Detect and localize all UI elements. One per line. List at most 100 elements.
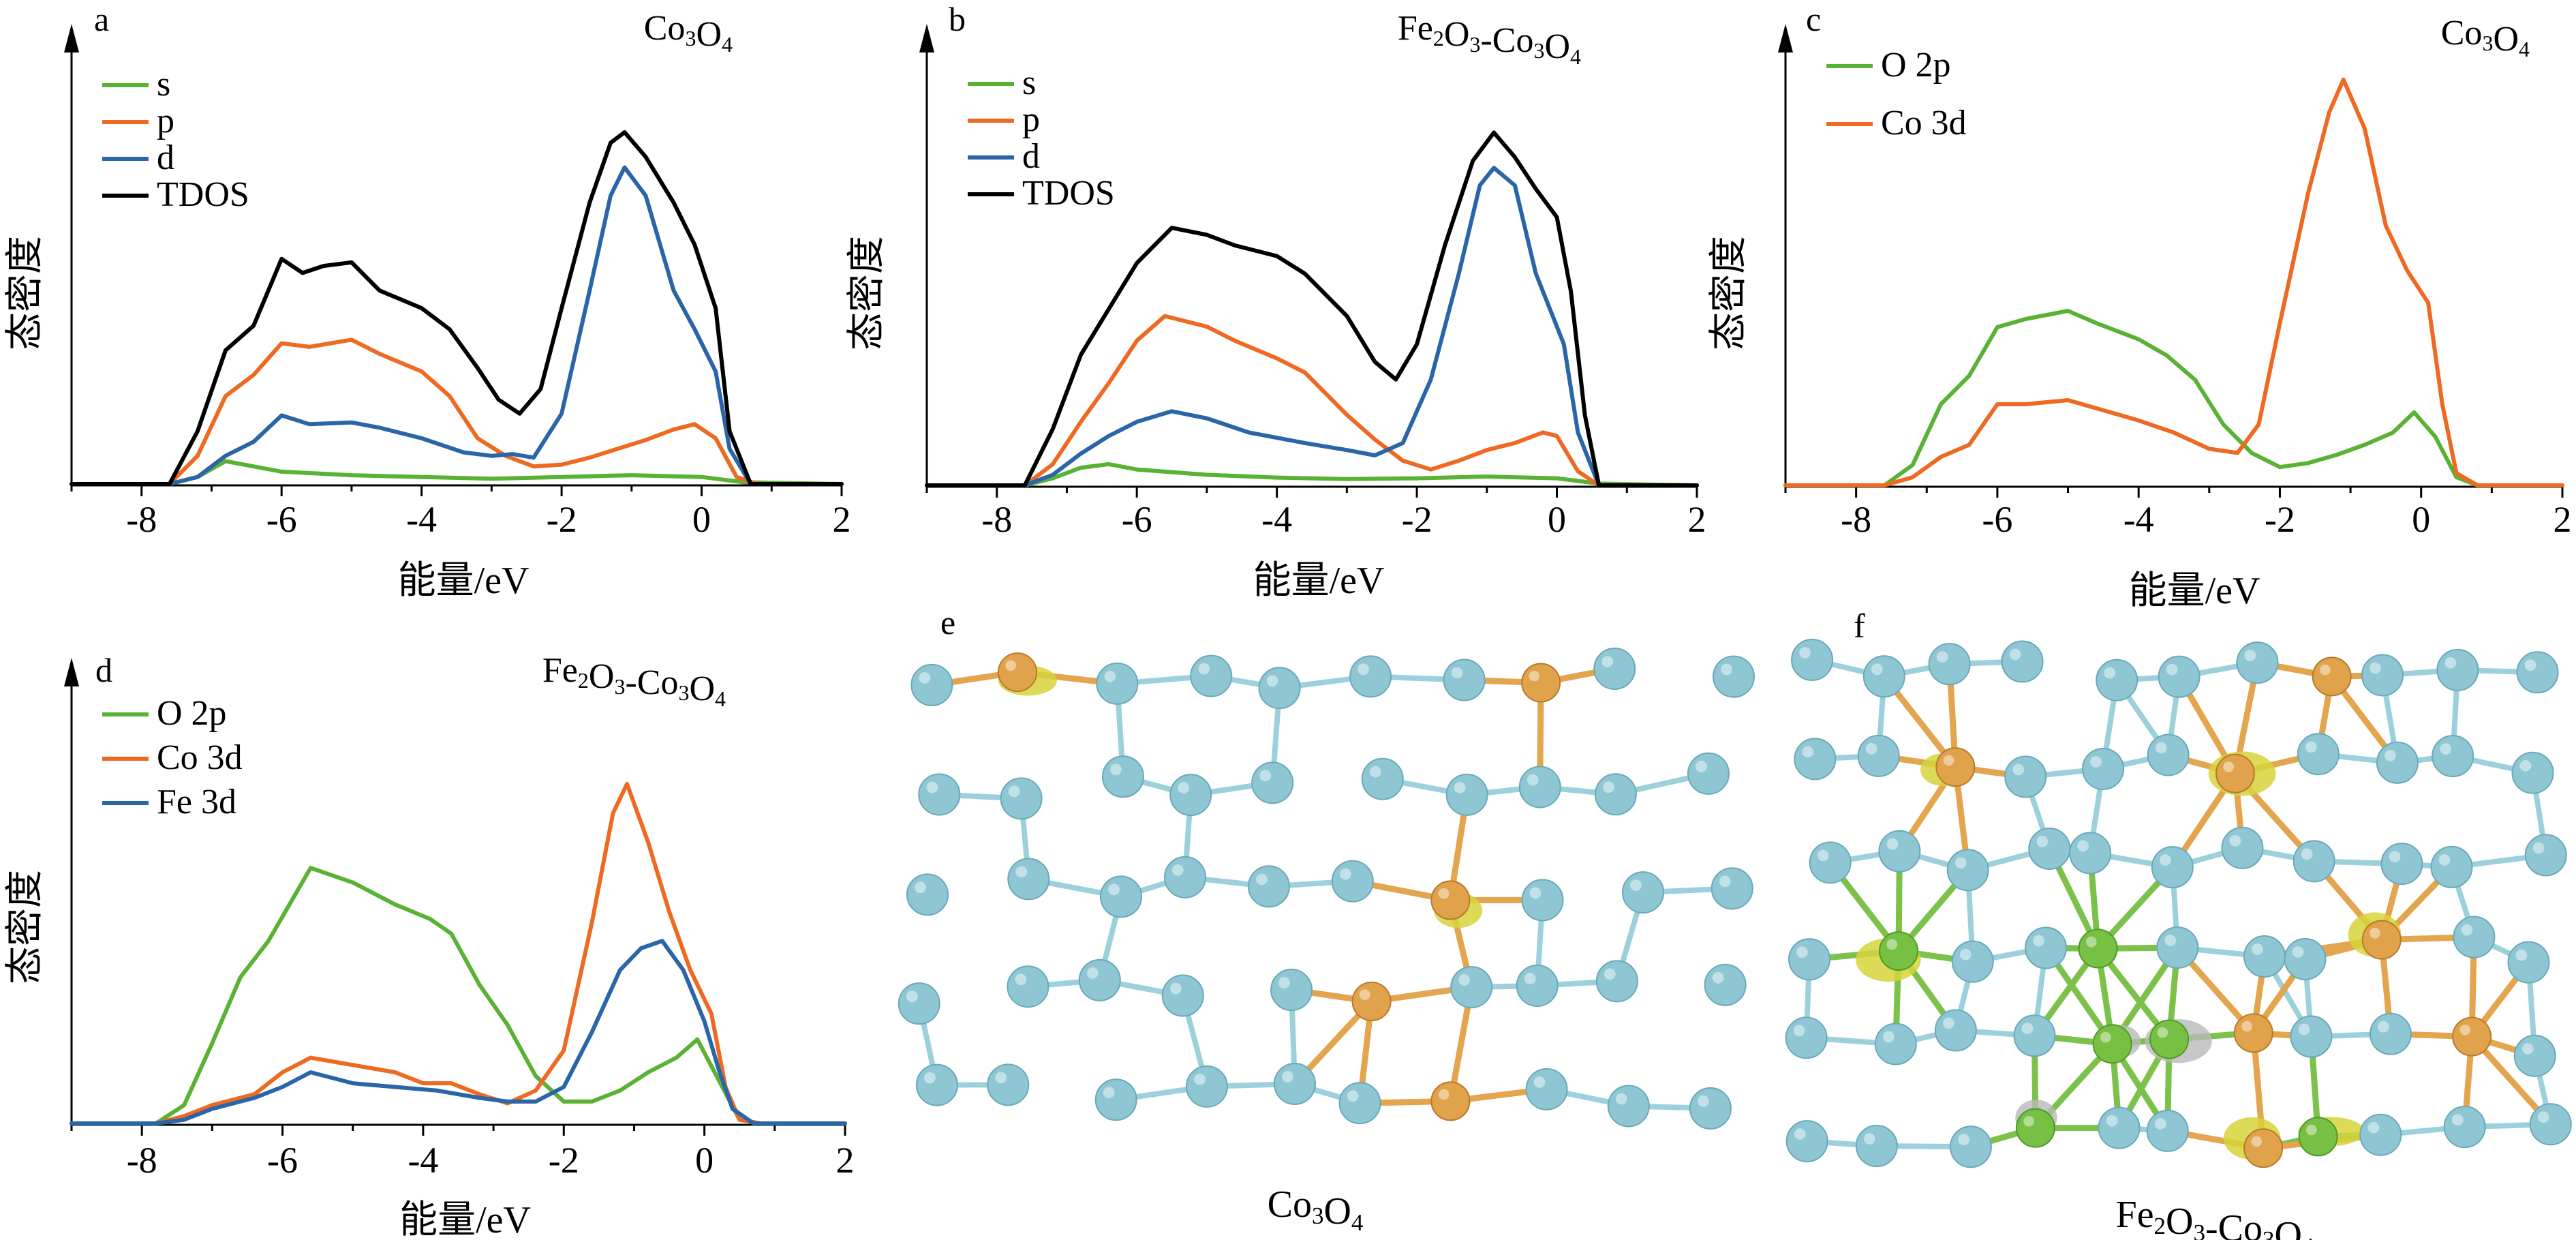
x-tick-label: 0 — [1548, 499, 1566, 540]
atom-highlight — [1008, 785, 1020, 798]
atom-highlight — [2154, 1118, 2166, 1130]
atom-o — [1096, 662, 1139, 705]
atom-highlight — [1359, 989, 1370, 1001]
bonds — [1803, 656, 2554, 1151]
atom-highlight — [1524, 973, 1536, 984]
x-tick-label: -2 — [549, 1140, 579, 1181]
atom-fe — [2149, 1019, 2190, 1059]
atom-o — [1078, 958, 1121, 1001]
atom-o — [2290, 1015, 2333, 1058]
y-axis-title: 态密度 — [4, 236, 46, 350]
atom-o — [2156, 926, 2199, 969]
atom-o — [1094, 1078, 1137, 1121]
atom-o — [2516, 651, 2559, 694]
atom-highlight — [1529, 887, 1542, 899]
atom-co — [2243, 1128, 2284, 1168]
panel-c: -8 -6 -4 -2 0 2 能量/eV 态密度 c Co3O4 O 2p Co 3d — [1708, 0, 2572, 612]
atom-highlight — [1454, 781, 1466, 793]
atom-o — [1251, 761, 1294, 804]
compound-label: Fe2O3-Co3O4 — [542, 651, 726, 711]
atom-o — [1361, 757, 1404, 800]
atom-highlight — [2100, 1031, 2111, 1043]
atom-highlight — [1943, 755, 1954, 766]
atom-o — [2284, 937, 2327, 980]
atom-highlight — [2438, 854, 2451, 866]
atom-highlight — [1458, 974, 1471, 986]
legend-label: p — [1022, 100, 1040, 139]
atom-o — [987, 1063, 1030, 1106]
atom-highlight — [2021, 1023, 2034, 1035]
atom-highlight — [1712, 971, 1724, 984]
atom-o — [1100, 875, 1143, 918]
atom-highlight — [2252, 943, 2263, 955]
atom-co — [1430, 1081, 1471, 1121]
atom-o — [2221, 826, 2264, 869]
atom-highlight — [2524, 659, 2536, 671]
atom-o — [2147, 734, 2190, 776]
atom-o — [1687, 752, 1730, 795]
atom-highlight — [1603, 781, 1614, 793]
structure-caption: Fe2O3-Co3O4 — [2116, 1194, 2314, 1240]
atom-o — [1712, 655, 1755, 698]
legend-label: s — [1022, 63, 1036, 102]
compound-label: Fe2O3-Co3O4 — [1398, 9, 1581, 69]
series-line-co-3d — [70, 782, 847, 1125]
atom-highlight — [2164, 935, 2177, 946]
atom-highlight — [1104, 670, 1116, 682]
atom-highlight — [1533, 1076, 1546, 1088]
atom-highlight — [2009, 648, 2021, 661]
atom-highlight — [2159, 854, 2171, 866]
atom-o — [1857, 734, 1900, 777]
atom-highlight — [2521, 1042, 2534, 1055]
atom-o — [2146, 1109, 2189, 1152]
atom-highlight — [2370, 662, 2381, 674]
atom-o — [915, 1063, 958, 1106]
atom-fe — [2078, 928, 2118, 969]
atom-highlight — [1108, 883, 1120, 896]
panel-letter: e — [940, 603, 955, 641]
atom-highlight — [1817, 849, 1829, 862]
atom-o — [1521, 879, 1564, 922]
structure-e: e Co3O4 — [898, 603, 1755, 1236]
atom-o — [906, 873, 949, 916]
panel-letter: f — [1854, 607, 1865, 645]
atom-highlight — [1793, 1025, 1805, 1037]
atom-highlight — [1604, 968, 1616, 980]
atom-highlight — [2106, 1115, 2118, 1127]
atom-fe — [2092, 1024, 2132, 1064]
atom-highlight — [1615, 1093, 1627, 1105]
atom-o — [2369, 1012, 2412, 1055]
series-line-fe-3d — [70, 939, 847, 1125]
x-tick-label: -2 — [1402, 499, 1432, 540]
atom-co — [1521, 663, 1561, 703]
atom-o — [1928, 643, 1971, 686]
atom-highlight — [1871, 663, 1883, 676]
atom-o — [2004, 755, 2047, 798]
x-tick-label: 0 — [692, 499, 711, 540]
atom-o — [2432, 735, 2474, 778]
atom-highlight — [2461, 924, 2473, 936]
x-tick-label: 2 — [833, 499, 851, 540]
atom-o — [2013, 1014, 2056, 1057]
panel-letter: c — [1806, 0, 1821, 38]
atom-highlight — [1886, 939, 1898, 950]
legend-label: s — [157, 65, 170, 104]
atom-o — [2082, 747, 2125, 790]
atom-o — [2158, 655, 2201, 698]
atom-fe — [2298, 1117, 2338, 1157]
atom-o — [2236, 641, 2279, 684]
atom-o — [1331, 860, 1374, 903]
atom-o — [2243, 935, 2286, 978]
atom-o — [918, 773, 961, 816]
atom-highlight — [1630, 879, 1642, 892]
atom-highlight — [1451, 667, 1463, 679]
legend-label: O 2p — [1881, 46, 1951, 85]
y-axis-arrow-icon — [1778, 24, 1793, 52]
atom-highlight — [1438, 888, 1450, 899]
atom-highlight — [1198, 663, 1210, 675]
x-tick-label: -2 — [547, 499, 577, 540]
atom-highlight — [1194, 1073, 1206, 1085]
x-tick-label: -6 — [1982, 499, 2012, 540]
atom-o — [1874, 1023, 1917, 1065]
